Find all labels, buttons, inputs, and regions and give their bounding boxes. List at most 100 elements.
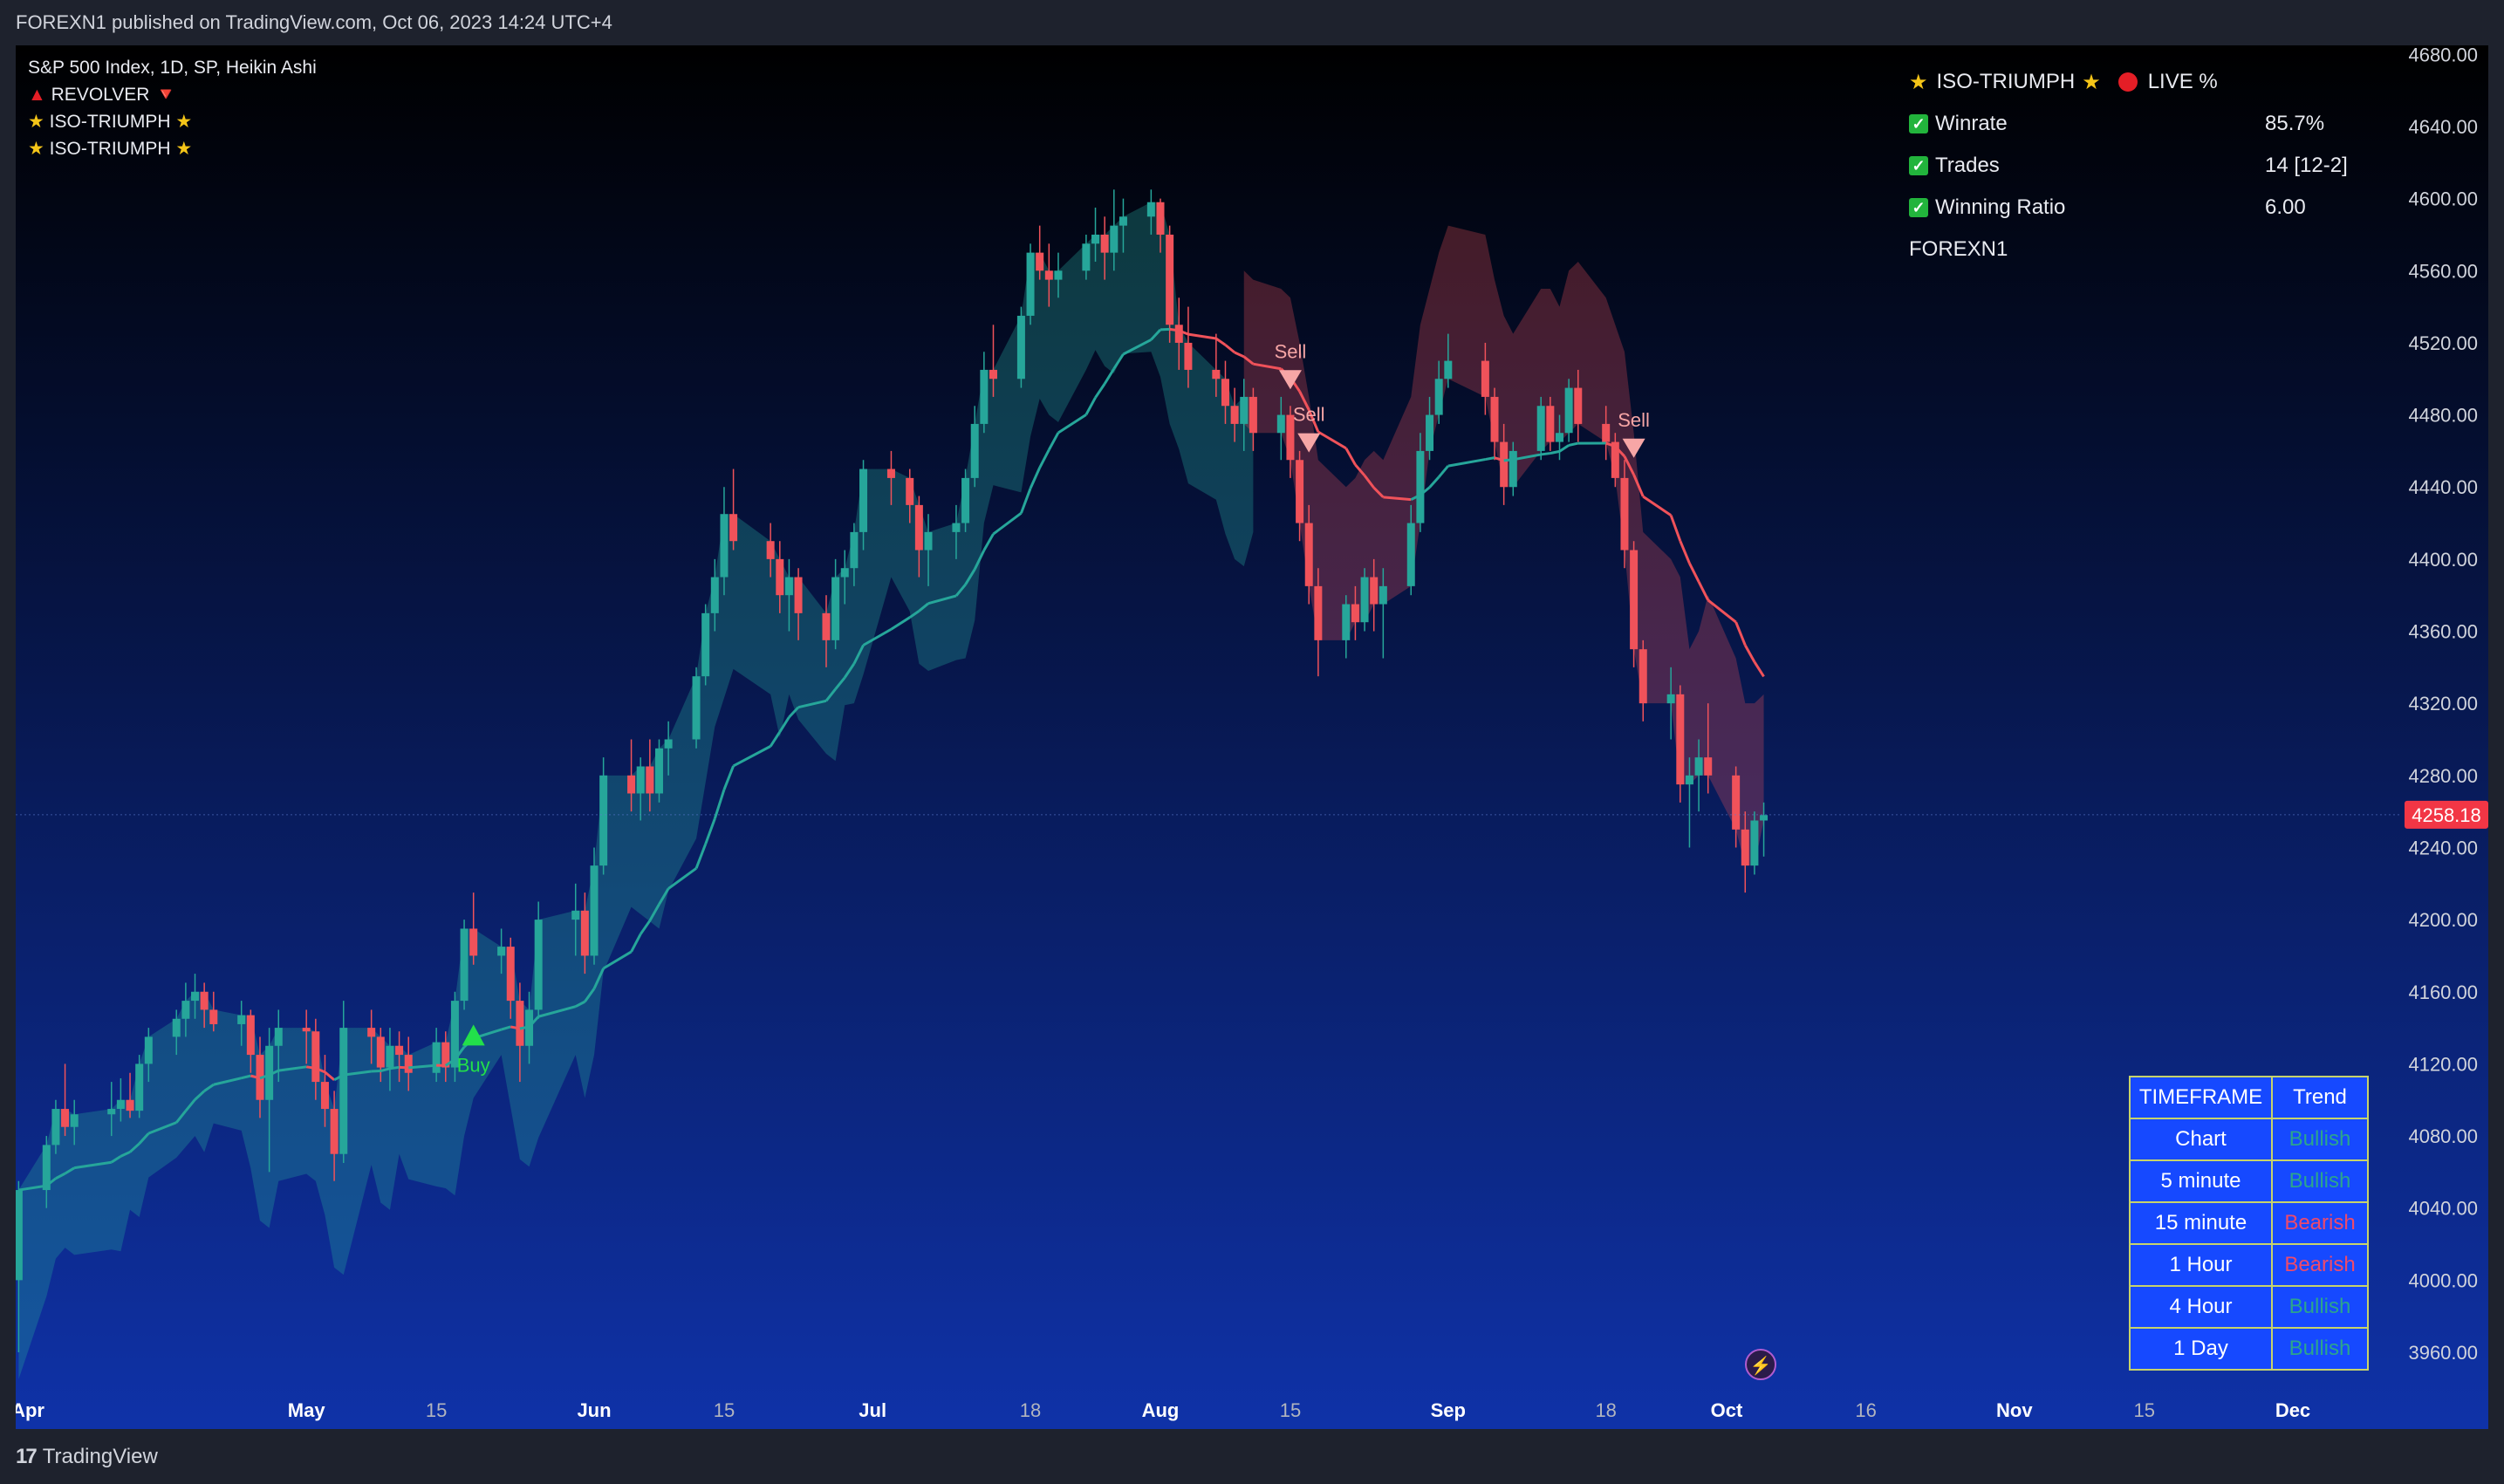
moving-average-segment	[964, 568, 976, 585]
candle-body	[590, 865, 599, 956]
chart-area[interactable]: Buy Sell Sell Sell 4680.00 4640.00 4600.00 456…	[11, 44, 2488, 1429]
candle-body	[311, 1031, 320, 1083]
trend-table: TIMEFRAME Trend Chart Bullish 5 minute B…	[2129, 1076, 2369, 1371]
trend-cell: Bullish	[2271, 1285, 2369, 1329]
candle-body	[506, 947, 515, 1002]
candle-body	[395, 1045, 404, 1056]
candle-body	[1416, 450, 1425, 523]
up-triangle-icon: ▲	[28, 85, 46, 105]
moving-average-segment	[1094, 383, 1106, 399]
sell-arrow-icon	[1278, 370, 1302, 390]
moving-average-segment	[324, 1070, 336, 1081]
moving-average-segment	[343, 1070, 372, 1077]
moving-average-segment	[1307, 409, 1320, 433]
candle-body	[1230, 406, 1239, 424]
moving-average-segment	[1623, 455, 1635, 475]
candle-body	[1184, 342, 1193, 370]
x-tick-label: 16	[1855, 1399, 1876, 1421]
candle-body	[1406, 523, 1415, 586]
symbol-title[interactable]: S&P 500 Index, 1D, SP, Heikin Ashi	[28, 58, 317, 78]
candle-body	[776, 558, 784, 596]
down-triangle-icon: 🔻	[154, 85, 178, 105]
moving-average-segment	[1178, 329, 1189, 336]
moving-average-segment	[844, 662, 856, 679]
legend-iso-triumph-1[interactable]: ★ ISO-TRIUMPH ★	[28, 108, 317, 135]
y-tick-label: 4680.00	[2408, 45, 2478, 65]
timeframe-cell: 1 Hour	[2129, 1243, 2273, 1287]
moving-average-segment	[1494, 456, 1505, 462]
moving-average-segment	[1084, 396, 1097, 416]
candle-body	[766, 541, 775, 559]
table-row: 1 Hour Bearish	[2129, 1243, 2369, 1287]
stats-panel: ★ ISO-TRIUMPH ★ LIVE % ✓ Winrate 85.7% ✓ T…	[1909, 61, 2439, 270]
candle-body	[1119, 216, 1127, 226]
moving-average-segment	[927, 594, 957, 605]
candle-body	[636, 766, 645, 794]
y-tick-label: 4520.00	[2408, 332, 2478, 354]
moving-average-segment	[510, 1025, 521, 1030]
moving-average-segment	[1541, 452, 1551, 456]
moving-average-segment	[519, 1025, 530, 1030]
footer: 17 TradingView	[0, 1429, 2504, 1484]
moving-average-segment	[1214, 337, 1227, 346]
moving-average-segment	[147, 1121, 177, 1135]
y-tick-label: 4240.00	[2408, 837, 2478, 858]
trend-cell: Bearish	[2271, 1243, 2369, 1287]
moving-average-segment	[1160, 327, 1170, 332]
x-tick-label: May	[288, 1399, 326, 1421]
moving-average-segment	[1513, 453, 1542, 462]
legend-revolver[interactable]: ▲ REVOLVER 🔻	[28, 81, 317, 108]
moving-average-segment	[138, 1132, 150, 1145]
candle-body	[1351, 604, 1359, 623]
moving-average-segment	[630, 933, 642, 953]
trend-cell: Bullish	[2271, 1159, 2369, 1203]
live-dot-icon	[2117, 72, 2138, 92]
x-tick-label: 18	[1020, 1399, 1041, 1421]
brand-name[interactable]: TradingView	[42, 1444, 158, 1468]
moving-average-segment	[268, 1069, 279, 1077]
moving-average-segment	[120, 1151, 131, 1158]
candle-body	[274, 1028, 283, 1046]
star-icon: ★	[28, 139, 44, 159]
candle-body	[1314, 585, 1323, 640]
candle-body	[237, 1015, 246, 1024]
candle-body	[1370, 577, 1379, 605]
candle-body	[859, 468, 868, 532]
candle-body	[191, 991, 200, 1002]
y-tick-label: 3960.00	[2408, 1342, 2478, 1364]
candle-body	[376, 1036, 385, 1068]
candle-body	[1444, 360, 1453, 380]
candle-body	[450, 1001, 459, 1068]
candle-body	[1026, 252, 1035, 316]
candle-body	[516, 1001, 524, 1046]
y-tick-label: 4560.00	[2408, 260, 2478, 282]
moving-average-segment	[1187, 332, 1217, 340]
y-tick-label: 4080.00	[2408, 1125, 2478, 1147]
moving-average-segment	[1558, 444, 1570, 453]
candle-body	[729, 514, 738, 542]
legend-iso-triumph-2[interactable]: ★ ISO-TRIUMPH ★	[28, 135, 317, 162]
candle-body	[1156, 202, 1165, 235]
candle-body	[1666, 694, 1675, 704]
candle-body	[1694, 757, 1703, 776]
candle-body	[1379, 585, 1387, 605]
lightning-icon	[1745, 1349, 1776, 1380]
moving-average-segment	[454, 1046, 466, 1061]
trend-cell: Bearish	[2271, 1201, 2369, 1245]
moving-average-segment	[1707, 598, 1737, 624]
candle-body	[1555, 433, 1563, 442]
tradingview-logo-icon[interactable]: 17	[16, 1444, 38, 1468]
moving-average-segment	[45, 1177, 57, 1187]
moving-average-segment	[110, 1155, 122, 1164]
moving-average-segment	[1550, 449, 1560, 455]
moving-average-segment	[982, 533, 995, 551]
price-chart[interactable]: Buy Sell Sell Sell 4680.00 4640.00 4600.00 456…	[11, 44, 2488, 1429]
candle-body	[339, 1028, 348, 1154]
x-tick-label: Jul	[859, 1399, 886, 1421]
candle-body	[1434, 379, 1443, 415]
candle-body	[961, 477, 970, 523]
candle-body	[135, 1063, 144, 1111]
timeframe-cell: 1 Day	[2129, 1327, 2273, 1371]
moving-average-segment	[305, 1065, 317, 1070]
indicator-name: ISO-TRIUMPH	[49, 139, 171, 159]
